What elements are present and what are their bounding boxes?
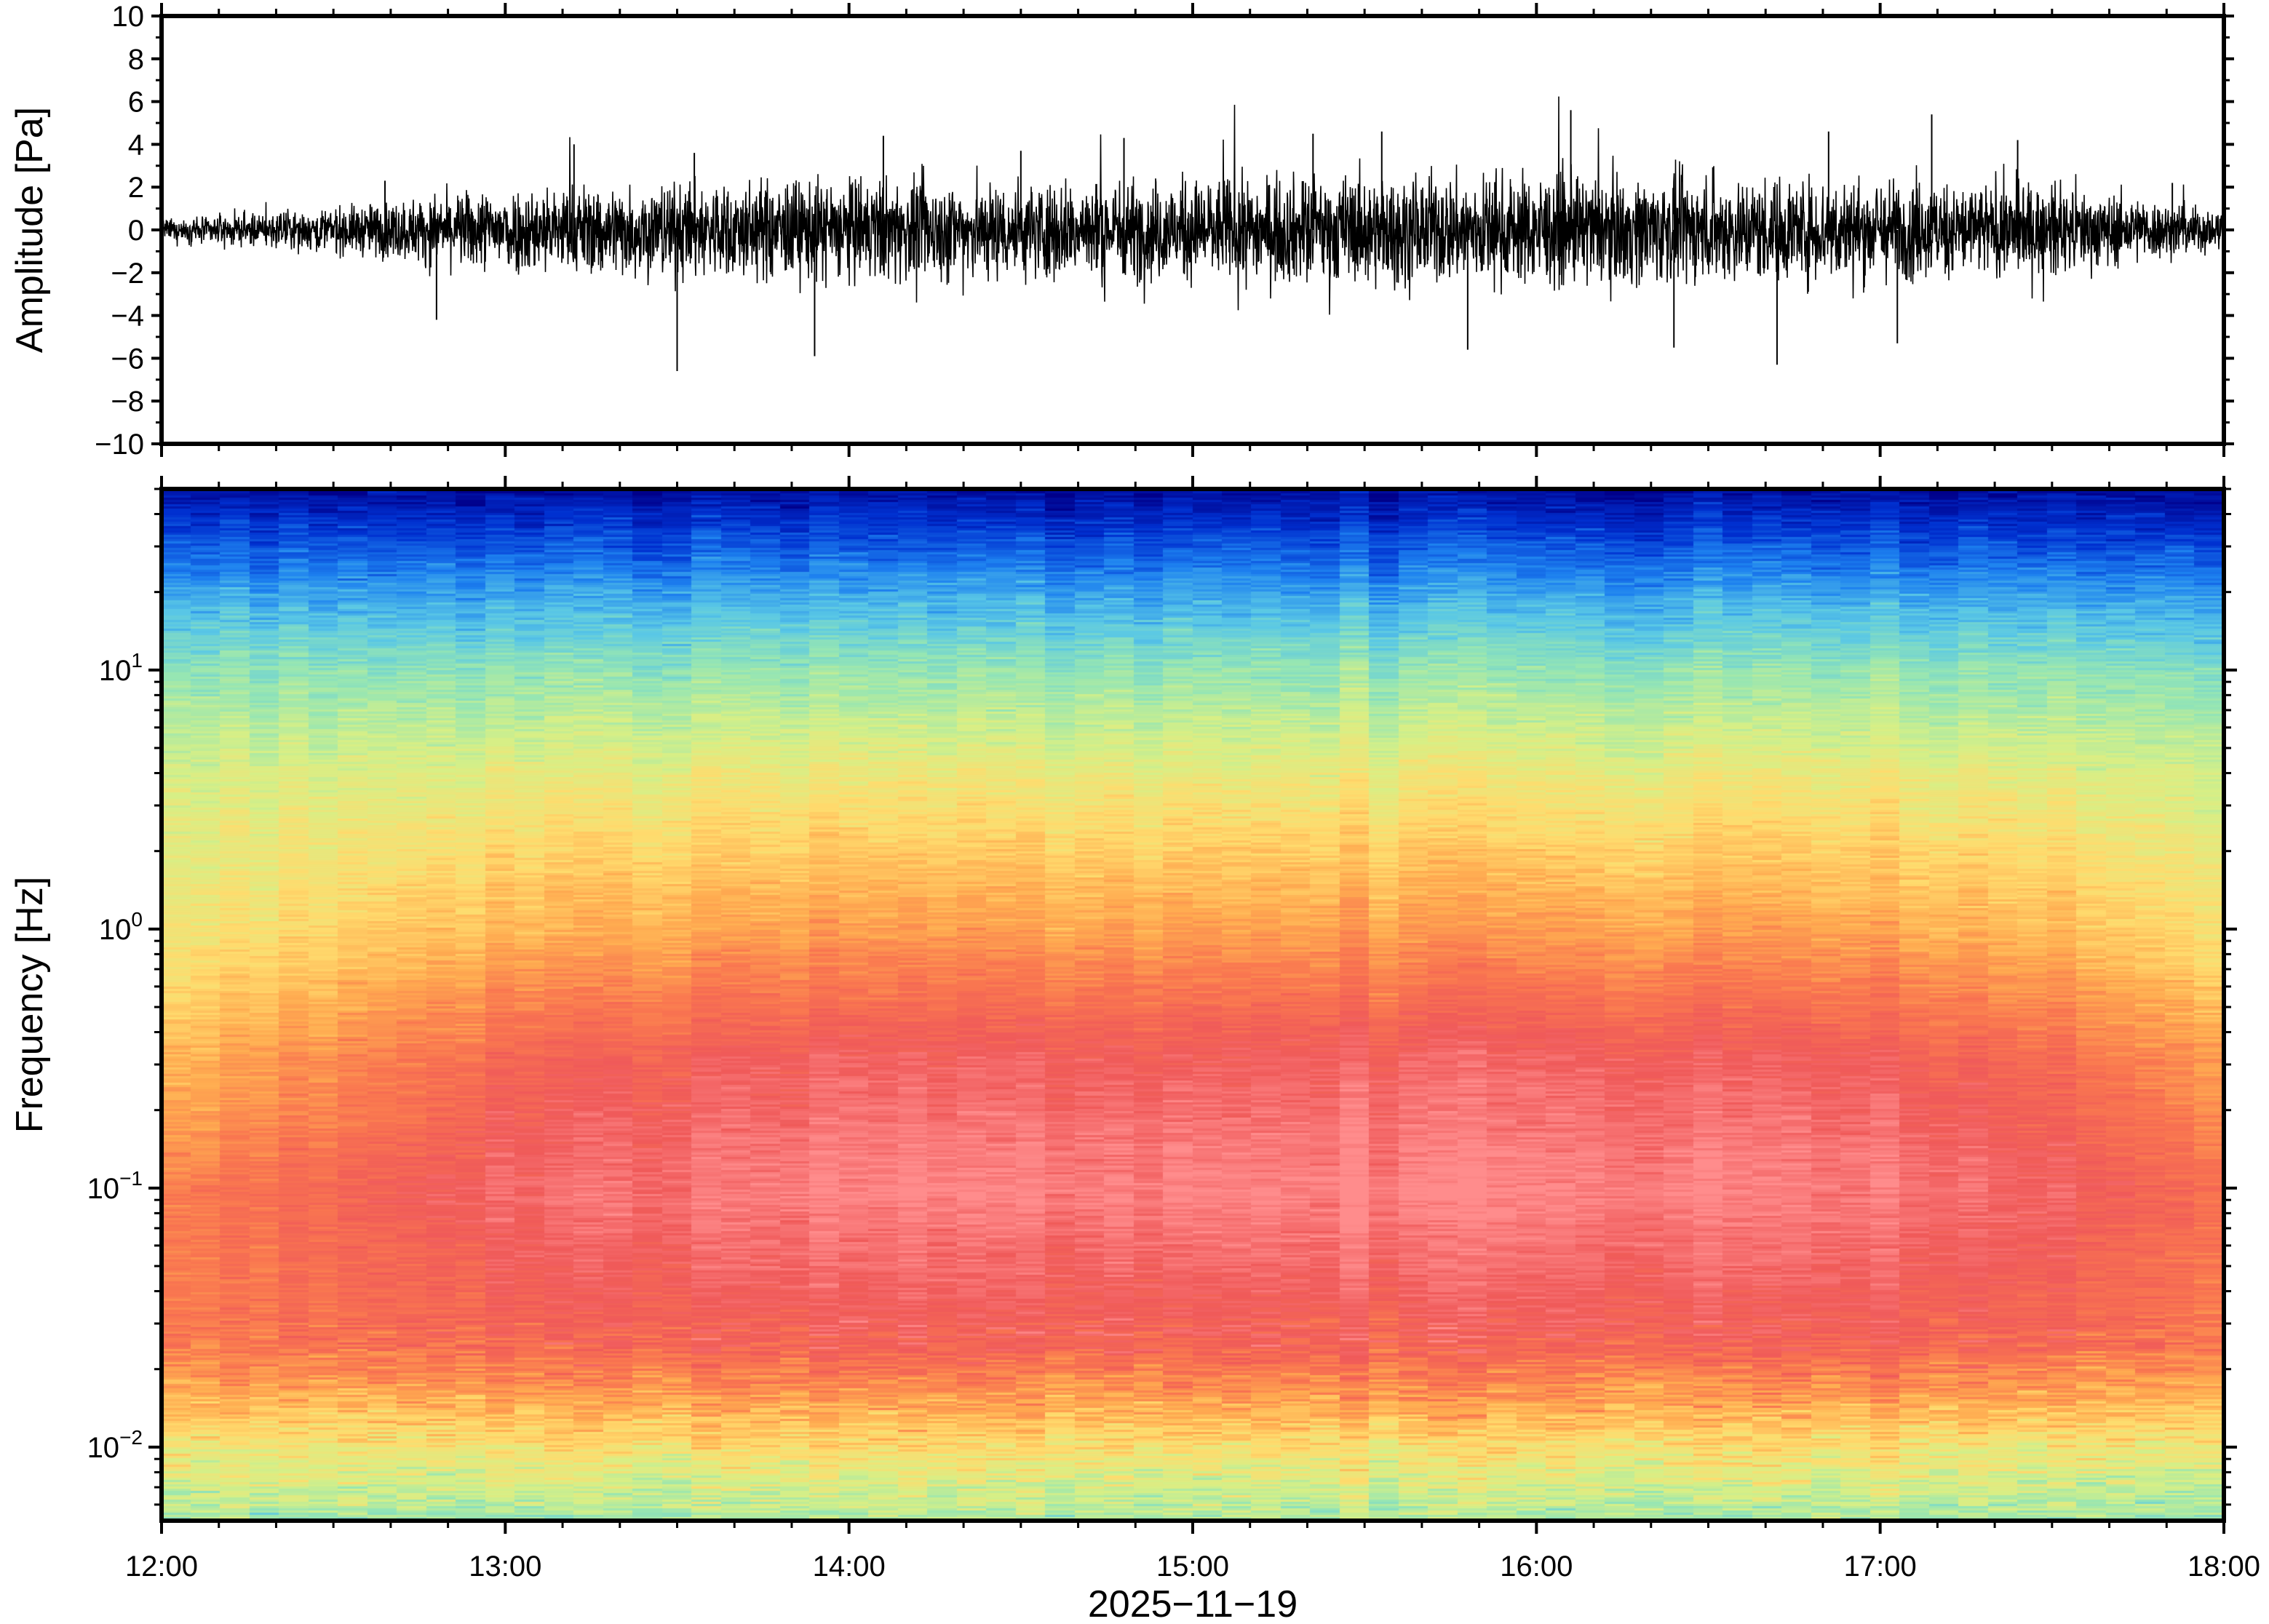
x-tick-label: 15:00 [1156,1551,1229,1583]
date-label: 2025−11−19 [1088,1583,1298,1624]
x-tick-label: 14:00 [813,1551,886,1583]
x-tick-label: 16:00 [1500,1551,1573,1583]
spectrogram-y-axis-title: Frequency [Hz] [9,877,51,1134]
y-tick-label: −4 [111,300,144,333]
waveform-plot-area [162,96,2224,372]
y-tick-label: 2 [128,172,144,204]
y-tick-label: 100 [99,908,143,946]
waveform-y-axis-title: Amplitude [Pa] [9,107,51,353]
spectrogram-x-ticks: 12:00 13:00 14:00 15:00 16:00 17:00 18:00 [125,476,2260,1583]
x-tick-label: 18:00 [2187,1551,2260,1583]
y-tick-label: −10 [95,429,144,461]
waveform-trace [162,96,2224,315]
y-tick-label: −6 [111,343,144,375]
y-tick-label: 0 [128,215,144,247]
y-tick-label: 10−2 [87,1426,143,1464]
spectrogram-y-ticks: 101 100 10−1 10−2 [87,487,2237,1506]
x-tick-label: 17:00 [1844,1551,1917,1583]
y-tick-label: 8 [128,44,144,76]
y-tick-label: −8 [111,386,144,418]
y-tick-label: 4 [128,129,144,161]
waveform-x-ticks [160,3,2225,457]
y-tick-label: 6 [128,87,144,119]
y-tick-label: 10 [112,1,145,33]
spectrogram-panel: 101 100 10−1 10−2 12:00 13:00 14:00 15:00 16:00… [9,476,2260,1624]
waveform-peaks [384,110,2174,372]
spectrogram-heatmap [162,489,2224,1521]
waveform-y-ticks: 10 8 6 4 2 0 −2 −4 −6 −8 −10 [95,1,2234,461]
x-tick-label: 12:00 [125,1551,198,1583]
y-tick-label: 10−1 [87,1167,143,1205]
y-tick-label: 101 [99,649,143,687]
waveform-panel: 10 8 6 4 2 0 −2 −4 −6 −8 −10 Amplitude [Pa] [9,1,2234,461]
y-tick-label: −2 [111,258,144,290]
x-tick-label: 13:00 [469,1551,541,1583]
